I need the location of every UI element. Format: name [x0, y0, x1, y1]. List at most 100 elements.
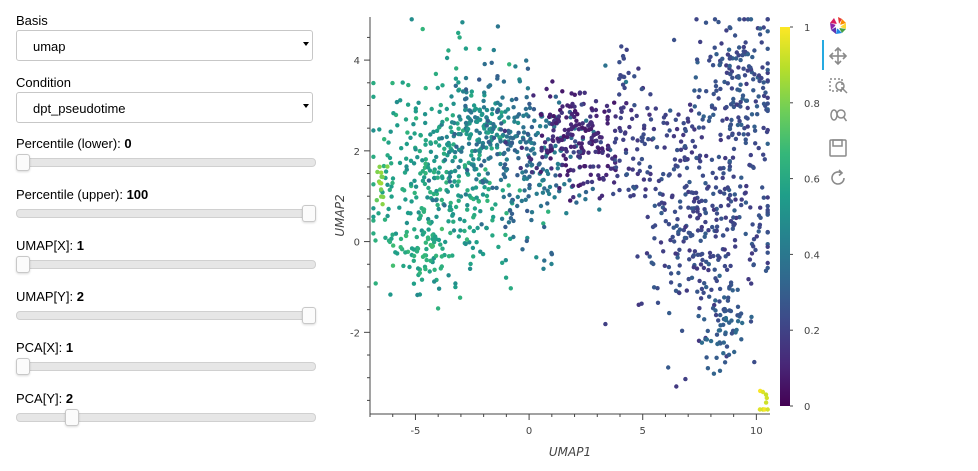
scatter-point: [448, 125, 453, 130]
slider-handle[interactable]: [302, 307, 316, 324]
scatter-point: [686, 205, 691, 210]
scatter-point: [617, 158, 622, 163]
scatter-point: [430, 197, 435, 203]
bokeh-logo-icon[interactable]: [828, 16, 848, 36]
scatter-point: [756, 229, 761, 234]
scatter-point: [749, 251, 755, 256]
scatter-point: [674, 126, 680, 132]
save-icon[interactable]: [828, 138, 848, 158]
scatter-point: [689, 108, 694, 113]
scatter-point: [547, 184, 553, 190]
scatter-point: [542, 258, 547, 263]
reset-icon[interactable]: [828, 168, 848, 188]
scatter-point: [515, 120, 521, 126]
scatter-point: [411, 258, 416, 263]
scatter-point: [678, 139, 684, 144]
scatter-point: [371, 218, 376, 223]
scatter-point: [717, 62, 722, 68]
scatter-point: [606, 145, 611, 150]
scatter-point: [576, 141, 582, 146]
scatter-point: [693, 75, 698, 80]
slider-handle[interactable]: [302, 205, 316, 222]
scatter-point: [612, 100, 617, 105]
scatter-point: [403, 250, 408, 255]
scatter-point: [473, 148, 478, 153]
scatter-point: [707, 58, 712, 63]
scatter-point: [527, 101, 532, 107]
slider-track[interactable]: [16, 358, 316, 375]
scatter-point: [664, 133, 670, 138]
scatter-point: [718, 203, 724, 209]
slider-handle[interactable]: [16, 358, 30, 375]
slider-handle[interactable]: [64, 409, 79, 426]
scatter-point: [430, 243, 436, 249]
slider-track[interactable]: [16, 409, 316, 426]
slider-track[interactable]: [16, 256, 316, 273]
scatter-point: [503, 168, 509, 173]
basis-select[interactable]: umap: [16, 30, 313, 61]
scatter-point: [484, 179, 489, 184]
wheel-zoom-icon[interactable]: [828, 106, 848, 126]
scatter-point: [378, 187, 384, 192]
scatter-point: [557, 173, 563, 178]
scatter-point: [534, 191, 539, 196]
slider-handle[interactable]: [16, 154, 30, 171]
scatter-point: [594, 113, 599, 119]
scatter-point: [656, 178, 662, 184]
pan-icon[interactable]: [828, 46, 848, 66]
scatter-point: [502, 174, 508, 180]
scatter-point: [422, 165, 428, 170]
scatter-point: [671, 225, 676, 230]
scatter-point: [545, 171, 551, 177]
scatter-point: [417, 216, 422, 221]
scatter-point: [468, 261, 473, 267]
scatter-point: [577, 154, 582, 159]
scatter-point: [756, 94, 761, 99]
scatter-point: [537, 124, 543, 129]
scatter-point: [711, 191, 716, 196]
scatter-point: [541, 221, 546, 226]
scatter-point: [730, 75, 735, 81]
scatter-point: [637, 168, 642, 174]
scatter-point: [687, 214, 693, 219]
umap-scatter-plot[interactable]: -5 0 5 10 -2 0 2 4 UMAP1 UMAP2 0 0.2 0.4 0.6 0.8 1: [320, 0, 860, 471]
scatter-point: [741, 132, 746, 137]
scatter-point: [485, 130, 491, 135]
scatter-point: [671, 134, 677, 139]
slider-track[interactable]: [16, 154, 316, 171]
scatter-point: [735, 319, 741, 324]
slider-handle[interactable]: [16, 256, 30, 273]
scatter-point: [745, 105, 750, 111]
scatter-point: [740, 320, 745, 326]
slider-track[interactable]: [16, 205, 316, 222]
scatter-point: [734, 102, 739, 107]
x-tick-label: 10: [750, 426, 763, 437]
slider-label: PCA[X]: 1: [16, 340, 73, 355]
scatter-point: [709, 287, 714, 292]
scatter-point: [659, 210, 664, 216]
scatter-point: [722, 317, 728, 322]
condition-select[interactable]: dpt_pseudotime: [16, 92, 313, 123]
scatter-point: [642, 141, 647, 147]
scatter-point: [683, 376, 688, 382]
scatter-point: [597, 135, 603, 140]
scatter-point: [458, 158, 463, 163]
scatter-point: [714, 355, 719, 360]
scatter-point: [434, 214, 439, 219]
scatter-point: [499, 113, 504, 119]
box-zoom-icon[interactable]: [828, 76, 848, 96]
scatter-point: [504, 211, 509, 216]
scatter-point: [478, 209, 483, 214]
scatter-point: [418, 132, 423, 138]
slider-track[interactable]: [16, 307, 316, 324]
scatter-point: [605, 117, 610, 122]
scatter-point: [402, 188, 407, 193]
scatter-point: [662, 201, 667, 206]
scatter-point: [423, 142, 428, 147]
scatter-point: [761, 125, 766, 131]
scatter-point: [437, 109, 442, 115]
scatter-point: [570, 132, 575, 138]
scatter-point: [553, 121, 559, 126]
scatter-point: [699, 135, 704, 140]
scatter-point: [704, 89, 709, 94]
